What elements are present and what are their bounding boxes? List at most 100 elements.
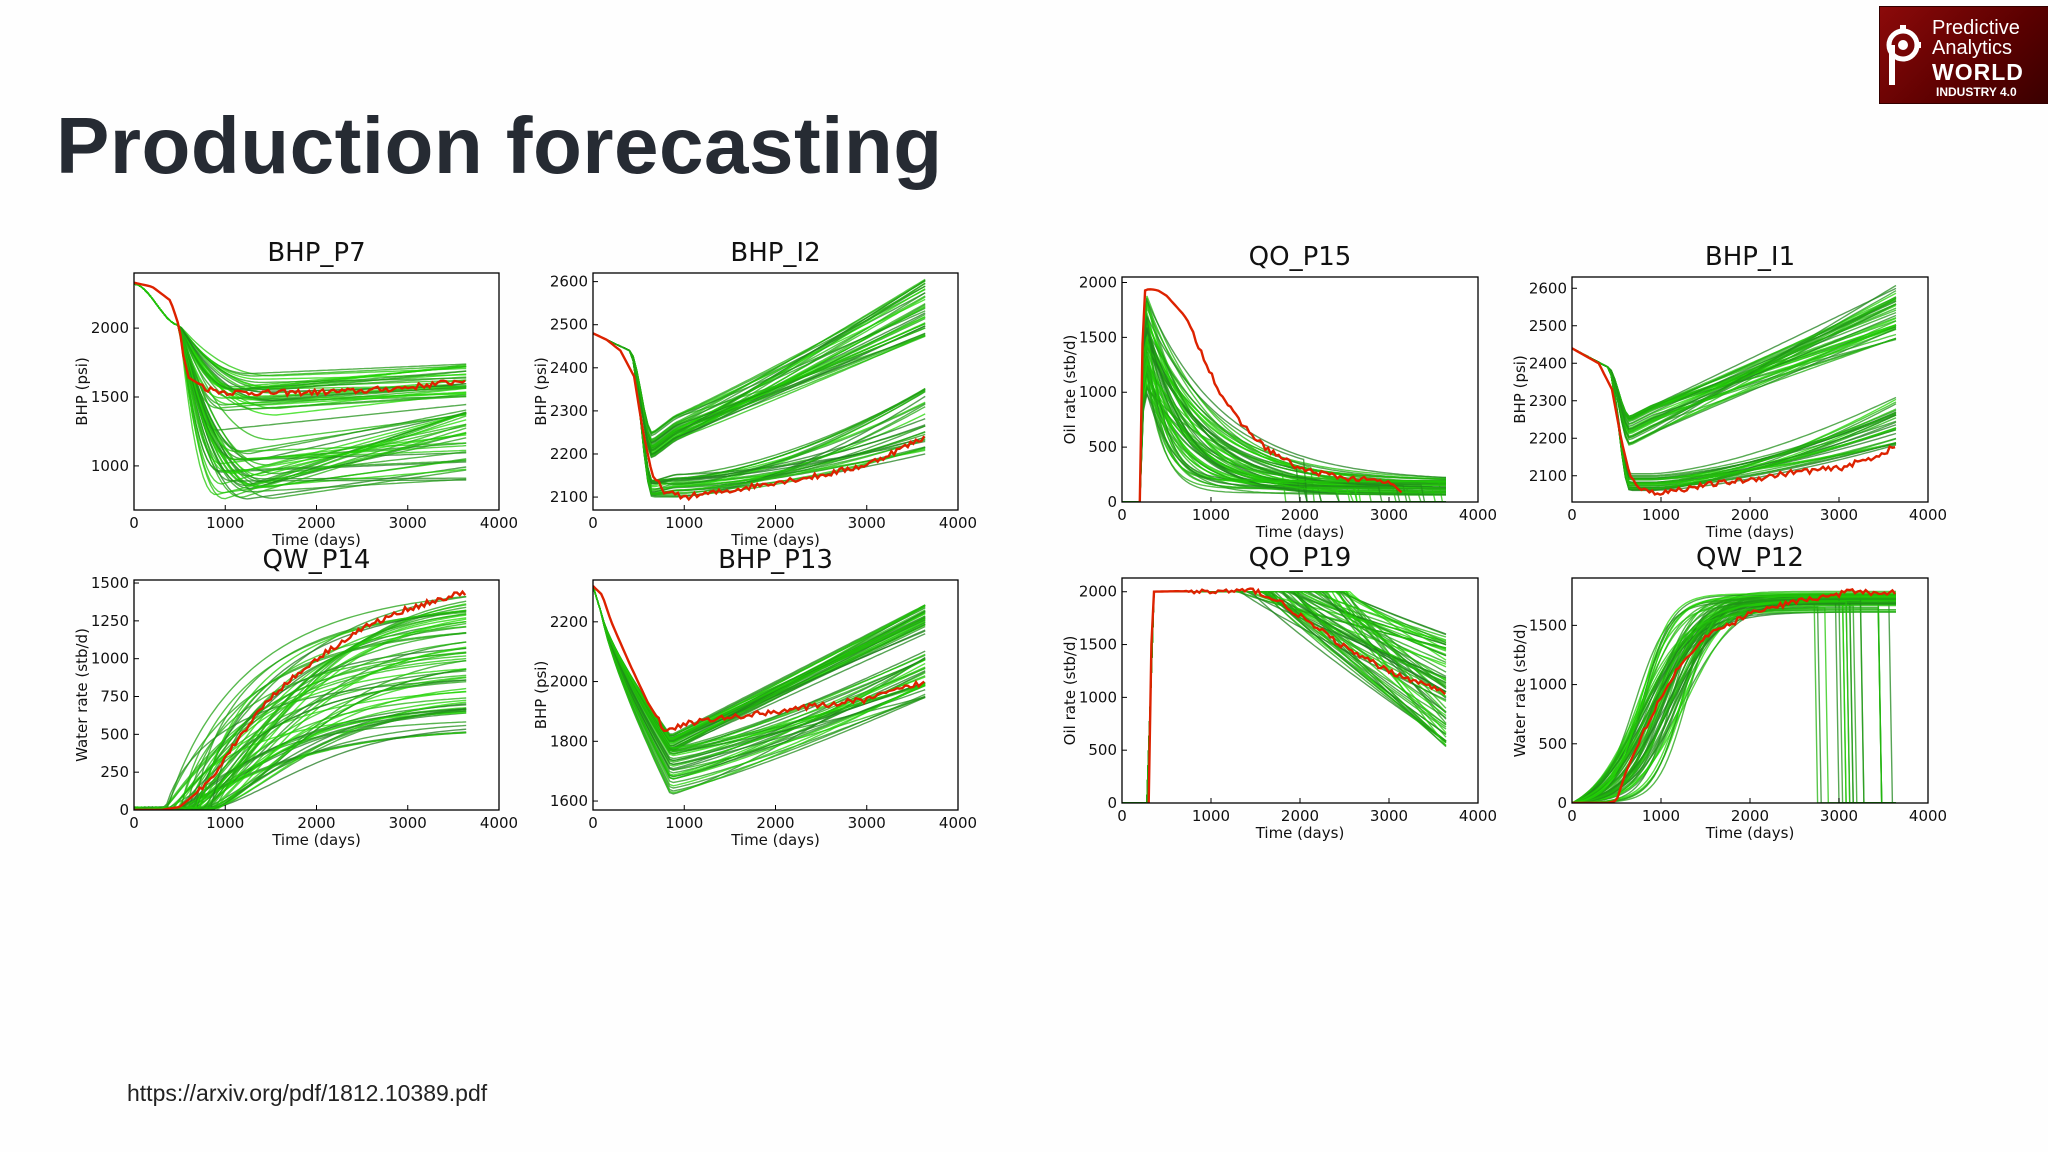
y-axis-label: BHP (psi)	[532, 357, 550, 426]
ensemble-series	[593, 278, 926, 498]
y-tick-label: 500	[1538, 735, 1567, 753]
chart-title: BHP_P13	[718, 545, 833, 575]
ensemble-line	[1572, 598, 1896, 803]
y-tick-label: 1600	[550, 792, 588, 810]
ensemble-line	[1122, 313, 1446, 502]
x-axis-label: Time (days)	[1705, 523, 1795, 541]
x-tick-label: 0	[1567, 807, 1577, 825]
y-tick-label: 2100	[1529, 467, 1567, 485]
y-tick-label: 0	[1557, 794, 1567, 812]
y-tick-label: 500	[1088, 741, 1117, 759]
ensemble-line	[1122, 327, 1446, 502]
x-axis-label: Time (days)	[730, 531, 820, 549]
y-tick-label: 2000	[1079, 583, 1117, 601]
y-tick-label: 0	[1107, 794, 1117, 812]
source-link[interactable]: https://arxiv.org/pdf/1812.10389.pdf	[127, 1080, 488, 1106]
ensemble-line	[134, 707, 467, 810]
ensemble-line	[134, 283, 467, 496]
ensemble-line	[1122, 302, 1446, 502]
y-tick-label: 2300	[550, 402, 588, 420]
x-tick-label: 2000	[297, 814, 335, 832]
observed-line	[1138, 288, 1403, 502]
ensemble-line	[1572, 611, 1896, 803]
ensemble-line	[593, 585, 926, 774]
observed-line	[593, 585, 925, 733]
ensemble-line	[1122, 336, 1446, 502]
y-tick-label: 2200	[550, 445, 588, 463]
x-tick-label: 0	[129, 814, 139, 832]
x-tick-label: 4000	[480, 814, 518, 832]
ensemble-line	[1572, 347, 1897, 484]
y-tick-label: 500	[1088, 438, 1117, 456]
ensemble-line	[1572, 307, 1897, 423]
x-axis-label: Time (days)	[1255, 824, 1345, 842]
y-axis-label: Water rate (stb/d)	[73, 628, 91, 762]
ensemble-line	[593, 310, 926, 435]
y-tick-label: 1500	[91, 574, 129, 592]
chart-title: QO_P19	[1249, 543, 1352, 573]
logo-gear-icon	[1886, 25, 1921, 85]
ensemble-line	[134, 641, 467, 810]
chart-title: QW_P12	[1696, 543, 1804, 573]
y-tick-label: 1500	[91, 388, 129, 406]
x-tick-label: 3000	[1820, 506, 1858, 524]
chart-bhp-p13: 0 1000 2000 3000 4000 1600 1800 2000 2200 BHP_P13…	[532, 545, 977, 849]
x-tick-label: 1000	[206, 814, 244, 832]
ensemble-series	[593, 585, 926, 795]
y-tick-label: 1000	[1529, 676, 1567, 694]
ensemble-line	[593, 585, 926, 794]
chart-title: BHP_P7	[267, 238, 365, 268]
ensemble-line	[1572, 297, 1897, 439]
x-tick-label: 3000	[389, 814, 427, 832]
observed-line	[1147, 587, 1446, 803]
ensemble-line	[134, 609, 467, 810]
ensemble-line	[1572, 290, 1897, 441]
ensemble-line	[593, 585, 926, 741]
observed-line	[593, 332, 926, 502]
chart-bhp-i1: 0 1000 2000 3000 4000 2100 2200 2300 2400 2500 260…	[1511, 242, 1947, 541]
ensemble-line	[134, 691, 467, 810]
y-tick-label: 2300	[1529, 392, 1567, 410]
ensemble-line	[1122, 356, 1446, 502]
ensemble-line	[134, 283, 467, 466]
y-axis-label: BHP (psi)	[73, 357, 91, 426]
x-tick-label: 2000	[756, 514, 794, 532]
ensemble-line	[1572, 600, 1896, 803]
ensemble-line	[1122, 386, 1447, 502]
y-tick-label: 2100	[550, 488, 588, 506]
x-tick-label: 3000	[1820, 807, 1858, 825]
ensemble-line	[1572, 607, 1896, 803]
ensemble-line	[593, 279, 926, 451]
page-title: Production forecasting	[56, 101, 943, 190]
company-logo: Predictive Analytics WORLD INDUSTRY 4.0	[1879, 6, 2048, 104]
y-tick-label: 2400	[550, 359, 588, 377]
observed-line	[134, 281, 466, 398]
logo-line-2: Analytics	[1932, 37, 2013, 59]
ensemble-line	[1572, 596, 1896, 803]
ensemble-line	[1122, 384, 1446, 502]
chart-qw-p12: 0 1000 2000 3000 4000 0 500 1000 1500 QW_P12 Time …	[1511, 543, 1947, 842]
x-tick-label: 3000	[848, 514, 886, 532]
x-tick-label: 3000	[389, 514, 427, 532]
ensemble-line	[1572, 593, 1896, 803]
y-tick-label: 1500	[1079, 636, 1117, 654]
ensemble-line	[593, 585, 926, 770]
x-axis-label: Time (days)	[271, 831, 361, 849]
x-tick-label: 0	[1117, 506, 1127, 524]
x-tick-label: 4000	[939, 514, 977, 532]
y-tick-label: 1500	[1079, 328, 1117, 346]
y-tick-label: 1000	[91, 457, 129, 475]
y-axis-label: Oil rate (stb/d)	[1061, 335, 1079, 445]
y-tick-label: 2200	[550, 613, 588, 631]
ensemble-line	[134, 283, 467, 488]
x-tick-label: 4000	[1459, 807, 1497, 825]
ensemble-line	[1572, 327, 1897, 445]
ensemble-line	[1572, 602, 1896, 803]
ensemble-line	[1572, 300, 1897, 425]
x-tick-label: 0	[1567, 506, 1577, 524]
y-tick-label: 2500	[550, 316, 588, 334]
x-axis-label: Time (days)	[271, 531, 361, 549]
x-tick-label: 4000	[1909, 506, 1947, 524]
x-axis-label: Time (days)	[730, 831, 820, 849]
logo-line-4: INDUSTRY 4.0	[1936, 85, 2017, 99]
